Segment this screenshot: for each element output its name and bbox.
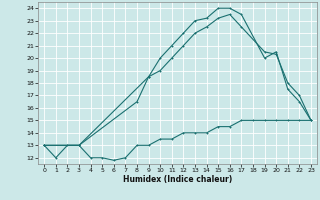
X-axis label: Humidex (Indice chaleur): Humidex (Indice chaleur) (123, 175, 232, 184)
